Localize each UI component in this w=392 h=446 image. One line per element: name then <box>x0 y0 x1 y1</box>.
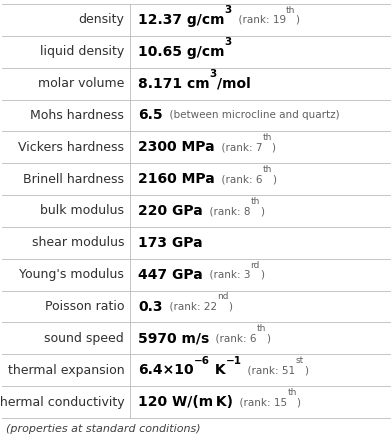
Text: rd: rd <box>250 260 260 270</box>
Text: th: th <box>287 388 297 397</box>
Text: (rank: 51: (rank: 51 <box>241 365 296 375</box>
Text: thermal conductivity: thermal conductivity <box>0 396 124 409</box>
Text: th: th <box>262 165 272 174</box>
Text: sound speed: sound speed <box>44 332 124 345</box>
Text: ): ) <box>266 333 270 343</box>
Text: 6.4×10: 6.4×10 <box>138 363 194 377</box>
Text: −6: −6 <box>194 355 210 366</box>
Text: 3: 3 <box>210 69 217 79</box>
Text: Brinell hardness: Brinell hardness <box>23 173 124 186</box>
Text: −1: −1 <box>225 355 241 366</box>
Text: Young's modulus: Young's modulus <box>19 268 124 281</box>
Text: 2300 MPa: 2300 MPa <box>138 140 215 154</box>
Text: 2160 MPa: 2160 MPa <box>138 172 215 186</box>
Text: nd: nd <box>217 293 228 301</box>
Text: (rank: 8: (rank: 8 <box>203 206 250 216</box>
Text: liquid density: liquid density <box>40 45 124 58</box>
Text: thermal expansion: thermal expansion <box>7 364 124 377</box>
Text: 12.37 g/cm: 12.37 g/cm <box>138 13 225 27</box>
Text: 220 GPa: 220 GPa <box>138 204 203 218</box>
Text: 3: 3 <box>225 5 232 15</box>
Text: shear modulus: shear modulus <box>32 236 124 249</box>
Text: (between microcline and quartz): (between microcline and quartz) <box>163 111 339 120</box>
Text: ): ) <box>272 174 276 184</box>
Text: (rank: 7: (rank: 7 <box>215 142 262 152</box>
Text: ): ) <box>260 270 264 280</box>
Text: st: st <box>296 356 304 365</box>
Text: 447 GPa: 447 GPa <box>138 268 203 282</box>
Text: density: density <box>78 13 124 26</box>
Text: (rank: 6: (rank: 6 <box>215 174 262 184</box>
Text: (rank: 22: (rank: 22 <box>163 301 217 312</box>
Text: (rank: 3: (rank: 3 <box>203 270 250 280</box>
Text: 120 W/(m K): 120 W/(m K) <box>138 395 233 409</box>
Text: molar volume: molar volume <box>38 77 124 90</box>
Text: th: th <box>250 197 260 206</box>
Text: th: th <box>257 324 266 333</box>
Text: (rank: 6: (rank: 6 <box>209 333 257 343</box>
Text: th: th <box>286 6 296 15</box>
Text: th: th <box>262 133 272 142</box>
Text: (properties at standard conditions): (properties at standard conditions) <box>6 424 201 434</box>
Text: 6.5: 6.5 <box>138 108 163 123</box>
Text: (rank: 15: (rank: 15 <box>233 397 287 407</box>
Text: ): ) <box>297 397 301 407</box>
Text: (rank: 19: (rank: 19 <box>232 15 286 25</box>
Text: ): ) <box>296 15 299 25</box>
Text: Poisson ratio: Poisson ratio <box>45 300 124 313</box>
Text: 0.3: 0.3 <box>138 300 163 314</box>
Text: 5970 m/s: 5970 m/s <box>138 331 209 345</box>
Text: ): ) <box>260 206 264 216</box>
Text: 8.171 cm: 8.171 cm <box>138 77 210 91</box>
Text: Mohs hardness: Mohs hardness <box>30 109 124 122</box>
Text: bulk modulus: bulk modulus <box>40 205 124 218</box>
Text: 173 GPa: 173 GPa <box>138 236 203 250</box>
Text: 3: 3 <box>225 37 232 47</box>
Text: 10.65 g/cm: 10.65 g/cm <box>138 45 225 59</box>
Text: ): ) <box>304 365 308 375</box>
Text: /mol: /mol <box>217 77 251 91</box>
Text: K: K <box>210 363 225 377</box>
Text: Vickers hardness: Vickers hardness <box>18 141 124 154</box>
Text: ): ) <box>272 142 276 152</box>
Text: ): ) <box>228 301 232 312</box>
